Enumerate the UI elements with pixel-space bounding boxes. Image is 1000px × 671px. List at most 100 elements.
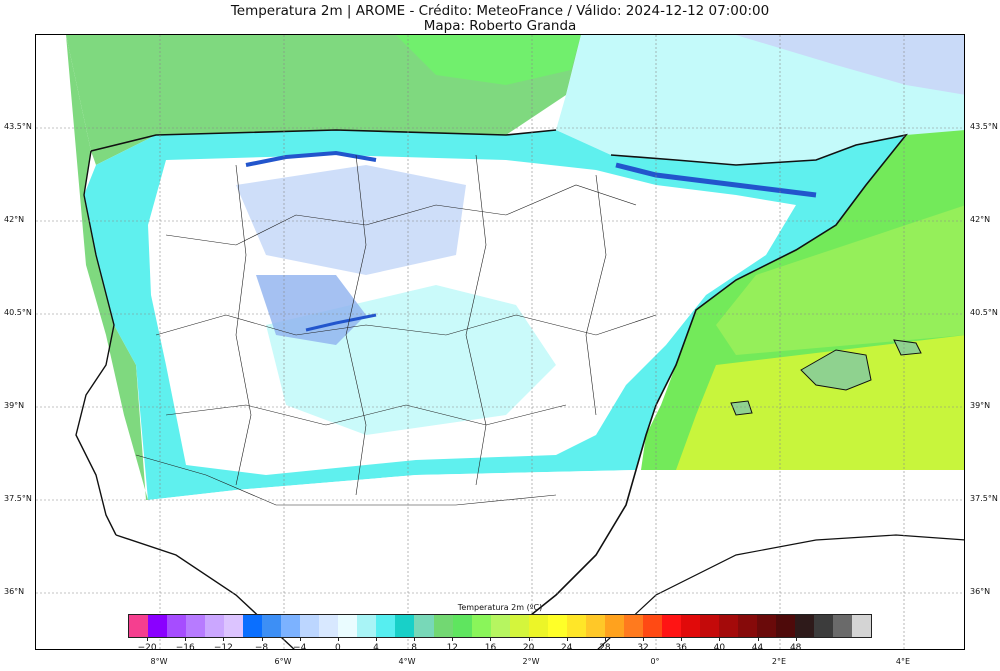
lat-label-left: 39°N bbox=[4, 401, 25, 410]
colorbar-tick-mark bbox=[528, 638, 530, 641]
lat-label-left: 40.5°N bbox=[4, 308, 32, 317]
colorbar-swatch bbox=[414, 615, 434, 637]
colorbar-swatch bbox=[300, 615, 320, 637]
colorbar-tick-label: 28 bbox=[599, 643, 611, 653]
colorbar-swatch bbox=[376, 615, 396, 637]
colorbar-swatch bbox=[509, 615, 529, 637]
lat-label-right: 40.5°N bbox=[970, 308, 998, 317]
colorbar bbox=[128, 614, 872, 638]
colorbar-swatch bbox=[680, 615, 700, 637]
colorbar-tick-label: −20 bbox=[137, 643, 157, 653]
lat-label-right: 37.5°N bbox=[970, 494, 998, 503]
colorbar-swatch bbox=[623, 615, 643, 637]
colorbar-swatch bbox=[490, 615, 510, 637]
colorbar-swatch bbox=[642, 615, 662, 637]
colorbar-swatch bbox=[661, 615, 681, 637]
colorbar-tick-label: 8 bbox=[411, 643, 418, 653]
coast-west bbox=[75, 150, 117, 536]
sea-east-yellow bbox=[676, 335, 964, 470]
colorbar-tick-mark bbox=[223, 638, 225, 641]
colorbar-tick-mark bbox=[681, 638, 683, 641]
colorbar-tick-label: 4 bbox=[373, 643, 379, 653]
colorbar-tick-mark bbox=[452, 638, 454, 641]
colorbar-tick-label: 32 bbox=[637, 643, 649, 653]
coast-east bbox=[505, 133, 908, 636]
colorbar-swatch bbox=[167, 615, 187, 637]
colorbar-tick-label: −8 bbox=[254, 643, 269, 653]
colorbar-tick-mark bbox=[795, 638, 797, 641]
colorbar-title: Temperatura 2m (ºC) bbox=[457, 603, 543, 612]
colorbar-tick-mark bbox=[185, 638, 187, 641]
south-iberia-land bbox=[146, 470, 636, 649]
colorbar-swatch bbox=[452, 615, 472, 637]
colorbar-swatch bbox=[395, 615, 415, 637]
sea-west-field bbox=[66, 35, 148, 500]
colorbar-swatch bbox=[471, 615, 491, 637]
colorbar-swatch bbox=[205, 615, 225, 637]
colorbar-swatch bbox=[833, 615, 853, 637]
lon-label: 4°E bbox=[895, 657, 911, 666]
sea-east-green2 bbox=[716, 205, 964, 355]
menorca bbox=[893, 339, 922, 356]
map-title: Temperatura 2m | AROME - Crédito: MeteoF… bbox=[230, 3, 770, 19]
lat-label-right: 43.5°N bbox=[970, 122, 998, 131]
colorbar-tick-mark bbox=[299, 638, 301, 641]
colorbar-tick-label: 16 bbox=[484, 643, 497, 653]
lat-label-right: 42°N bbox=[970, 215, 991, 224]
colorbar-tick-label: 40 bbox=[713, 643, 726, 653]
lat-label-right: 36°N bbox=[970, 587, 991, 596]
interior-blue-north bbox=[236, 165, 466, 275]
colorbar-tick-mark bbox=[337, 638, 339, 641]
colorbar-tick-label: −4 bbox=[293, 643, 307, 653]
lon-label: 2°E bbox=[771, 657, 787, 666]
colorbar-tick-mark bbox=[604, 638, 606, 641]
colorbar-tick-mark bbox=[490, 638, 492, 641]
colorbar-swatch bbox=[852, 615, 872, 637]
colorbar-tick-label: −12 bbox=[213, 643, 233, 653]
colorbar-tick-mark bbox=[147, 638, 149, 641]
lat-label-left: 36°N bbox=[4, 587, 25, 596]
colorbar-tick-mark bbox=[261, 638, 263, 641]
regional-borders bbox=[135, 154, 657, 506]
colorbar-tick-label: 12 bbox=[446, 643, 459, 653]
gridlines bbox=[36, 35, 964, 649]
colorbar-swatch bbox=[186, 615, 206, 637]
colorbar-swatch bbox=[566, 615, 586, 637]
interior-blue-center bbox=[256, 275, 366, 345]
colorbar-swatch bbox=[814, 615, 834, 637]
colorbar-swatch bbox=[528, 615, 548, 637]
colorbar-swatch bbox=[738, 615, 758, 637]
colorbar-swatch bbox=[357, 615, 377, 637]
colorbar-swatch bbox=[224, 615, 244, 637]
colorbar-tick-label: 20 bbox=[522, 643, 535, 653]
colorbar-swatch bbox=[795, 615, 815, 637]
lon-label: 0° bbox=[650, 657, 660, 666]
colorbar-tick-mark bbox=[757, 638, 759, 641]
colorbar-tick-label: 24 bbox=[561, 643, 573, 653]
colorbar-tick-mark bbox=[643, 638, 645, 641]
lat-label-right: 39°N bbox=[970, 401, 991, 410]
colorbar-swatch bbox=[148, 615, 168, 637]
colorbar-swatch bbox=[243, 615, 263, 637]
map-canvas bbox=[36, 35, 964, 649]
temperature-map[interactable] bbox=[35, 34, 965, 650]
colorbar-swatch bbox=[757, 615, 777, 637]
ibiza bbox=[730, 400, 753, 416]
central-system-cold bbox=[305, 313, 377, 332]
colorbar-swatch bbox=[585, 615, 605, 637]
sea-north-bright bbox=[396, 35, 581, 85]
colorbar-swatch bbox=[604, 615, 624, 637]
colorbar-swatch bbox=[319, 615, 339, 637]
colorbar-swatch bbox=[129, 615, 149, 637]
colorbar-swatch bbox=[281, 615, 301, 637]
mallorca bbox=[800, 349, 872, 391]
france-blue bbox=[736, 35, 964, 95]
colorbar-swatch bbox=[718, 615, 738, 637]
colorbar-tick-label: 44 bbox=[751, 643, 764, 653]
colorbar-swatch bbox=[338, 615, 358, 637]
colorbar-tick-mark bbox=[414, 638, 416, 641]
colorbar-tick-label: 0 bbox=[334, 643, 341, 653]
map-subtitle: Mapa: Roberto Granda bbox=[423, 18, 577, 34]
colorbar-swatch bbox=[433, 615, 453, 637]
lon-label: 8°W bbox=[150, 657, 168, 666]
